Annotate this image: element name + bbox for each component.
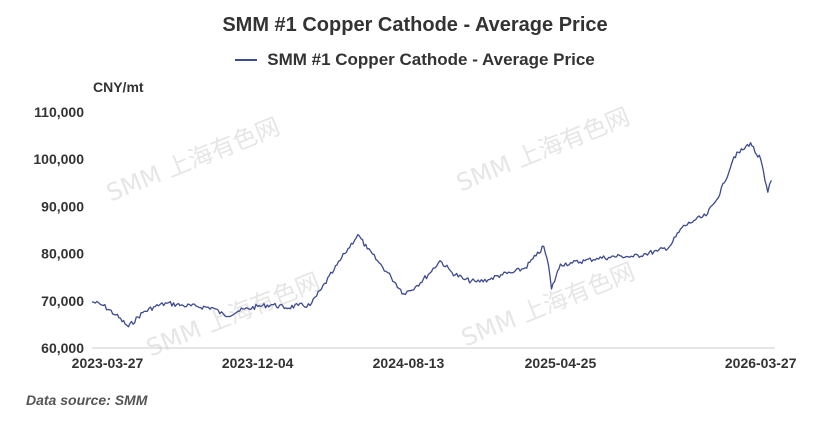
y-axis-unit: CNY/mt	[93, 79, 144, 95]
y-tick-label: 100,000	[33, 151, 84, 167]
x-tick-label: 2023-03-27	[72, 355, 144, 371]
series-line	[91, 142, 772, 328]
x-tick-label: 2026-03-27	[725, 355, 797, 371]
legend-swatch	[235, 59, 258, 61]
x-tick-label: 2025-04-25	[525, 355, 597, 371]
data-source: Data source: SMM	[26, 392, 148, 408]
chart-title: SMM #1 Copper Cathode - Average Price	[222, 14, 608, 36]
y-tick-label: 90,000	[41, 198, 84, 214]
y-tick-label: 110,000	[34, 104, 84, 120]
chart-legend[interactable]: SMM #1 Copper Cathode - Average Price	[0, 50, 830, 70]
y-tick-label: 70,000	[41, 293, 84, 309]
x-tick-label: 2023-12-04	[222, 355, 294, 371]
y-tick-label: 60,000	[41, 340, 84, 356]
legend-label: SMM #1 Copper Cathode - Average Price	[267, 50, 595, 69]
y-tick-label: 80,000	[41, 246, 84, 262]
x-tick-label: 2024-08-13	[373, 355, 445, 371]
